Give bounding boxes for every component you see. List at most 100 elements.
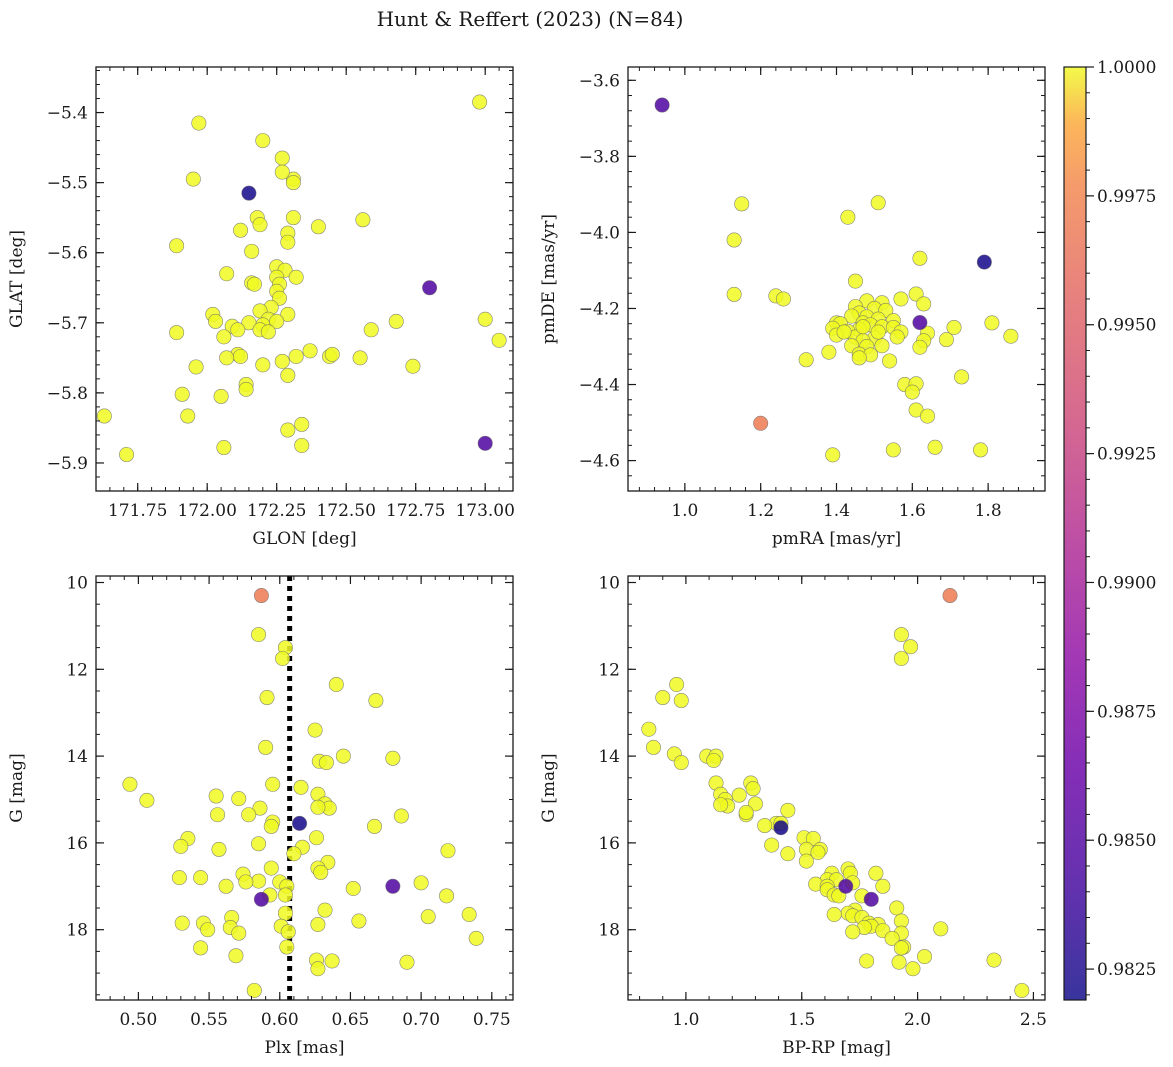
points xyxy=(122,588,484,998)
data-point xyxy=(122,776,138,792)
x-tick-label: 1.0 xyxy=(672,1010,699,1030)
data-point xyxy=(973,442,989,458)
data-point xyxy=(726,286,742,302)
x-axis-label: GLON [deg] xyxy=(252,529,356,549)
data-point xyxy=(310,799,326,815)
data-point xyxy=(286,846,302,862)
colorbar-tick-label: 0.9925 xyxy=(1097,445,1156,465)
data-point xyxy=(946,319,962,335)
data-point xyxy=(241,315,257,331)
y-tick-label: 12 xyxy=(66,660,88,680)
data-point xyxy=(345,880,361,896)
data-point xyxy=(174,386,190,402)
colorbar-tick-label: 1.0000 xyxy=(1097,58,1156,78)
data-point xyxy=(285,175,301,191)
data-point xyxy=(773,820,789,836)
y-tick-label: −4.6 xyxy=(579,452,620,472)
data-point xyxy=(241,185,257,201)
data-point xyxy=(310,961,326,977)
plot-frame xyxy=(627,575,1046,1001)
data-point xyxy=(1003,328,1019,344)
data-point xyxy=(263,818,279,834)
y-tick-label: −4.4 xyxy=(579,376,620,396)
data-point xyxy=(821,344,837,360)
data-point xyxy=(328,676,344,692)
colorbar: 0.9825 0.9850 0.9875 0.9900 0.9925 0.9950 0.99… xyxy=(1063,58,1156,1001)
data-point xyxy=(753,415,769,431)
x-tick-label: 173.00 xyxy=(455,501,514,521)
data-point xyxy=(870,195,886,211)
data-point xyxy=(904,384,920,400)
y-tick-label: −5.9 xyxy=(47,454,88,474)
data-point xyxy=(805,831,821,847)
data-point xyxy=(919,408,935,424)
data-point xyxy=(461,907,477,923)
data-point xyxy=(119,447,135,463)
data-point xyxy=(251,873,267,889)
data-point xyxy=(246,982,262,998)
y-tick-label: −5.4 xyxy=(47,104,88,124)
y-tick-label: −4.2 xyxy=(579,299,620,319)
data-point xyxy=(238,874,254,890)
data-point xyxy=(263,860,279,876)
data-point xyxy=(916,296,932,312)
data-point xyxy=(309,830,325,846)
x-tick-label: 1.5 xyxy=(788,1010,815,1030)
data-point xyxy=(393,808,409,824)
x-tick-label: 172.25 xyxy=(247,501,306,521)
data-point xyxy=(747,796,763,812)
y-axis-label: GLAT [deg] xyxy=(7,230,27,328)
data-point xyxy=(96,408,112,424)
data-point xyxy=(893,627,909,643)
data-point xyxy=(912,250,928,266)
data-point xyxy=(420,909,436,925)
data-point xyxy=(307,722,323,738)
data-point xyxy=(654,97,670,113)
data-point xyxy=(669,676,685,692)
data-point xyxy=(954,369,970,385)
data-point xyxy=(440,843,456,859)
data-point xyxy=(868,865,884,881)
data-point xyxy=(213,388,229,404)
data-point xyxy=(472,94,488,110)
y-tick-label: −3.6 xyxy=(579,71,620,91)
data-point xyxy=(310,916,326,932)
data-point xyxy=(252,800,268,816)
data-point xyxy=(845,924,861,940)
y-tick-label: 10 xyxy=(598,574,620,594)
y-tick-label: 12 xyxy=(598,660,620,680)
data-point xyxy=(269,313,285,329)
data-point xyxy=(917,949,933,965)
data-point xyxy=(844,308,860,324)
points xyxy=(96,94,507,463)
data-point xyxy=(933,921,949,937)
data-point xyxy=(251,836,267,852)
data-point xyxy=(277,887,293,903)
data-point xyxy=(706,752,722,768)
data-point xyxy=(882,353,898,369)
data-point xyxy=(912,315,928,331)
points xyxy=(654,97,1019,463)
data-point xyxy=(255,133,271,149)
colorbar-tick-label: 0.9900 xyxy=(1097,573,1156,593)
x-tick-label: 0.60 xyxy=(261,1010,299,1030)
data-point xyxy=(139,792,155,808)
data-point xyxy=(288,348,304,364)
data-point xyxy=(775,291,791,307)
data-point xyxy=(491,332,507,348)
data-point xyxy=(251,627,267,643)
data-point xyxy=(422,280,438,296)
data-point xyxy=(874,338,890,354)
data-point xyxy=(208,313,224,329)
data-point xyxy=(355,212,371,228)
panel-bprp-g: 1.0 1.5 2.0 2.5 10 12 14 16 18 BP-RP [mag] G [mag] xyxy=(539,574,1047,1058)
data-point xyxy=(275,650,291,666)
data-point xyxy=(169,238,185,254)
data-point xyxy=(317,902,333,918)
data-point xyxy=(875,878,891,894)
data-point xyxy=(351,913,367,929)
x-tick-label: 0.65 xyxy=(332,1010,370,1030)
data-point xyxy=(757,818,773,834)
data-point xyxy=(193,940,209,956)
data-point xyxy=(324,346,340,362)
